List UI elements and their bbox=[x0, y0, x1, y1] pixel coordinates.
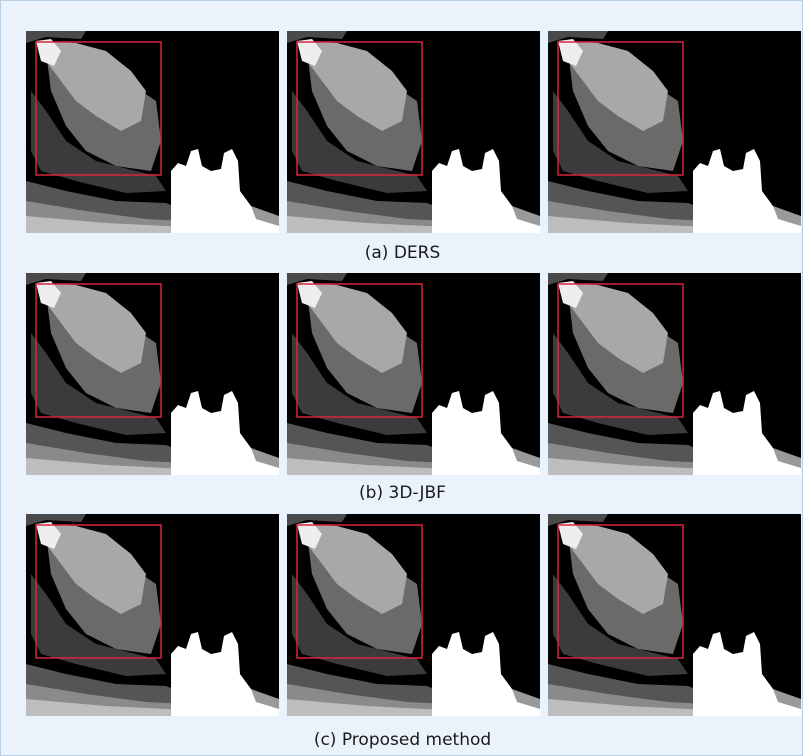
depth-map bbox=[548, 31, 801, 233]
caption: (b) 3D-JBF bbox=[1, 483, 803, 503]
caption: (a) DERS bbox=[1, 243, 803, 263]
depth-map bbox=[26, 514, 279, 716]
depth-map bbox=[287, 31, 540, 233]
depth-map bbox=[26, 31, 279, 233]
depth-map bbox=[548, 273, 801, 475]
caption: (c) Proposed method bbox=[1, 730, 803, 750]
depth-map bbox=[287, 273, 540, 475]
depth-map bbox=[287, 514, 540, 716]
depth-map bbox=[26, 273, 279, 475]
figure: (a) DERS (b) 3D-JBF (c) Proposed method bbox=[0, 0, 803, 756]
depth-map bbox=[548, 514, 801, 716]
